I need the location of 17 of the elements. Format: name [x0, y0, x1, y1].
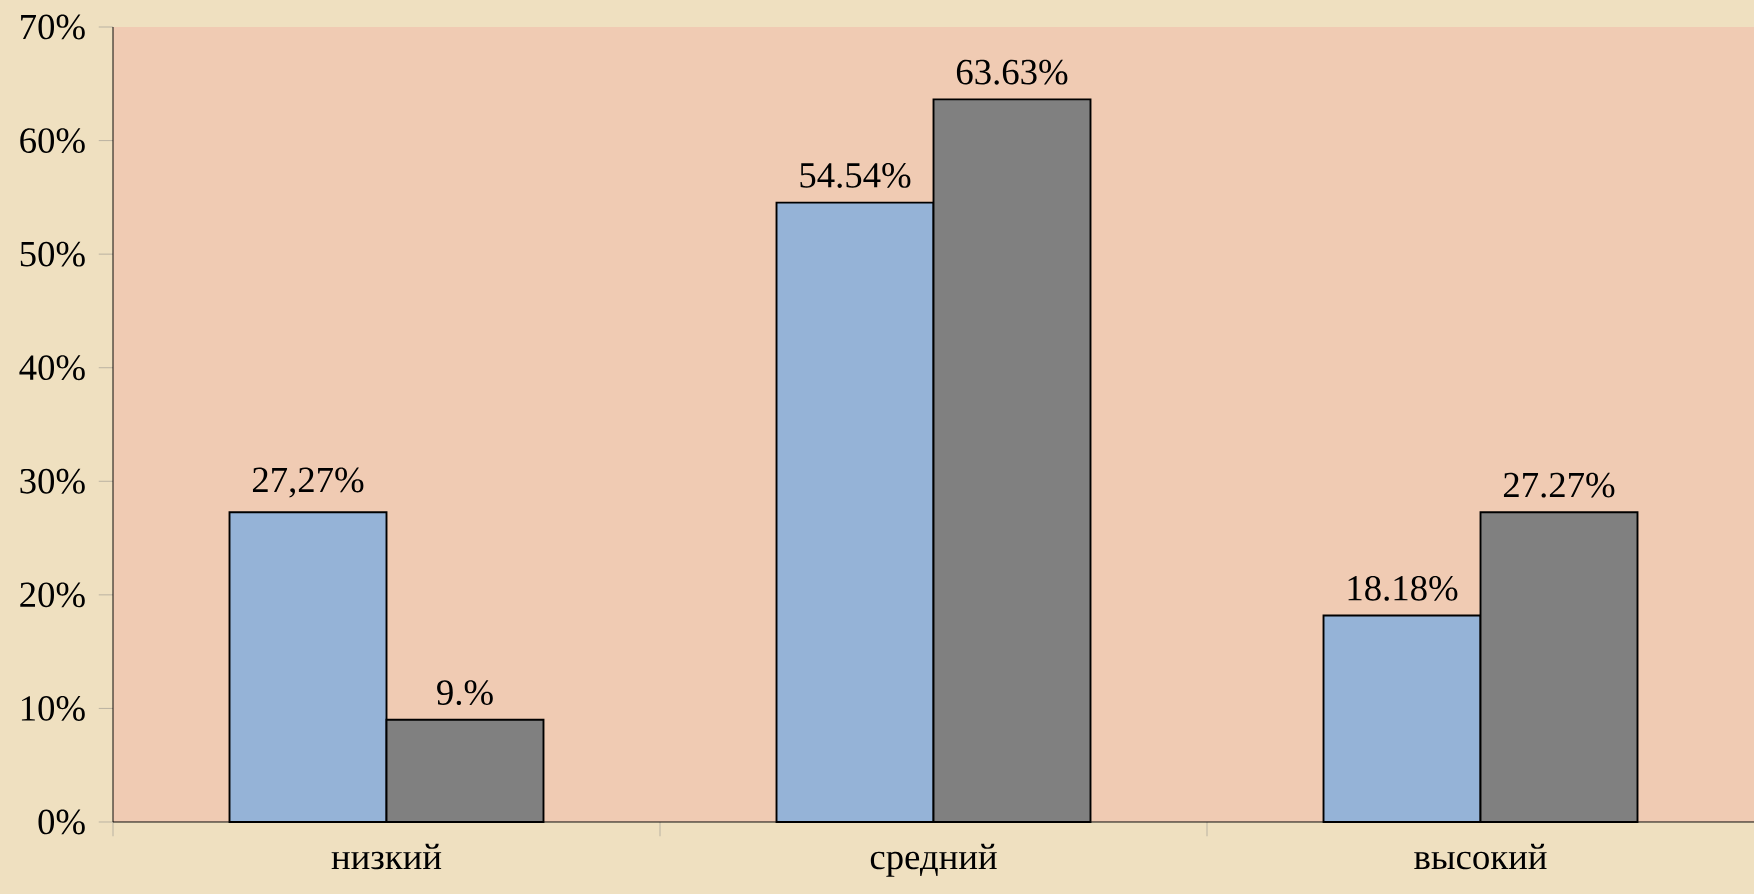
x-tick-label: высокий [1414, 843, 1547, 870]
data-label: 63.63% [956, 59, 1068, 85]
data-label: 27,27% [252, 467, 364, 498]
y-tick-label: 70% [21, 14, 85, 40]
y-tick-label: 40% [19, 355, 85, 381]
y-tick-label: 30% [20, 468, 85, 494]
y-tick-label: 10% [21, 695, 85, 721]
x-tick-label: низкий [331, 843, 442, 870]
data-label: 18.18% [1348, 575, 1458, 601]
data-label: 9.% [437, 680, 493, 706]
data-label: 54.54% [800, 162, 911, 188]
y-tick-label: 20% [20, 582, 85, 608]
y-tick-label: 50% [20, 241, 85, 267]
y-tick-label: 60% [20, 128, 85, 154]
y-tick-label: 0% [38, 809, 85, 835]
x-tick-label: средний [870, 843, 997, 877]
data-label: 27.27% [1503, 472, 1615, 498]
